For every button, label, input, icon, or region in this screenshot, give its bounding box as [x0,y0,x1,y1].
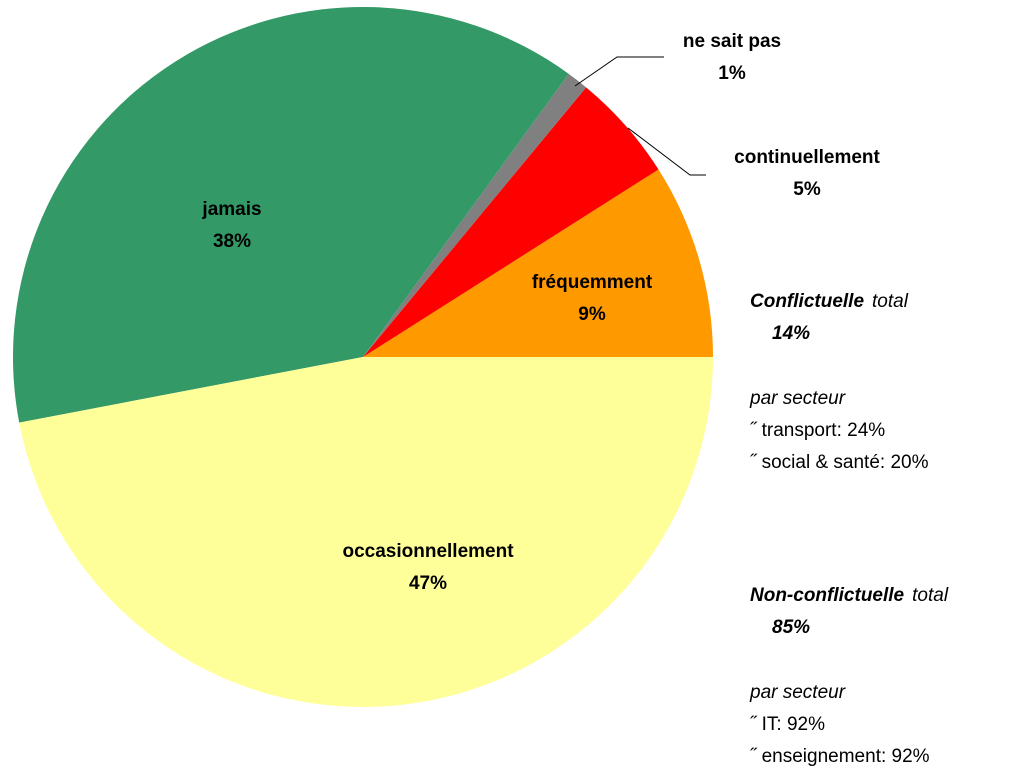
slice [363,169,713,357]
leader-line [627,127,706,176]
annotation-subtitle: par secteur [749,388,846,409]
annotation-item: ˝ social & santé: 20% [750,452,929,473]
slice [363,73,587,357]
annotation-item: ˝ enseignement: 92% [750,746,930,767]
slice-value-label: 5% [793,179,821,200]
pie [12,7,713,707]
slice-label: fréquemment [532,272,653,293]
slice-labels: fréquemment 9% continuellement 5% ne sait pa… [201,31,880,594]
slice-value-label: 1% [718,63,746,84]
slice-label: occasionnellement [342,541,514,562]
slice-value-label: 9% [578,304,606,325]
annotation-title: Non-conflictuelle [750,585,905,606]
slice-label: continuellement [734,147,880,168]
annotation-heading: Non-conflictuelle total [750,585,949,606]
annotation-qualifier: total [872,291,909,312]
slice [19,357,713,707]
annotations: Conflictuelle total 14% par secteur ˝ transp… [749,291,949,767]
annotation-value: 14% [772,323,810,344]
slice [363,87,659,357]
slice-label: jamais [201,199,261,220]
slice-value-label: 38% [213,231,251,252]
slice-value-label: 47% [409,573,447,594]
leader-line [574,56,664,87]
annotation-value: 85% [772,617,810,638]
annotation-item: ˝ transport: 24% [750,420,885,441]
annotation-subtitle: par secteur [749,682,846,703]
slice-label: ne sait pas [683,31,781,52]
annotation-item: ˝ IT: 92% [750,714,825,735]
annotation-qualifier: total [912,585,949,606]
annotation-title: Conflictuelle [750,291,864,312]
slice [12,7,569,423]
annotation-heading: Conflictuelle total [750,291,909,312]
